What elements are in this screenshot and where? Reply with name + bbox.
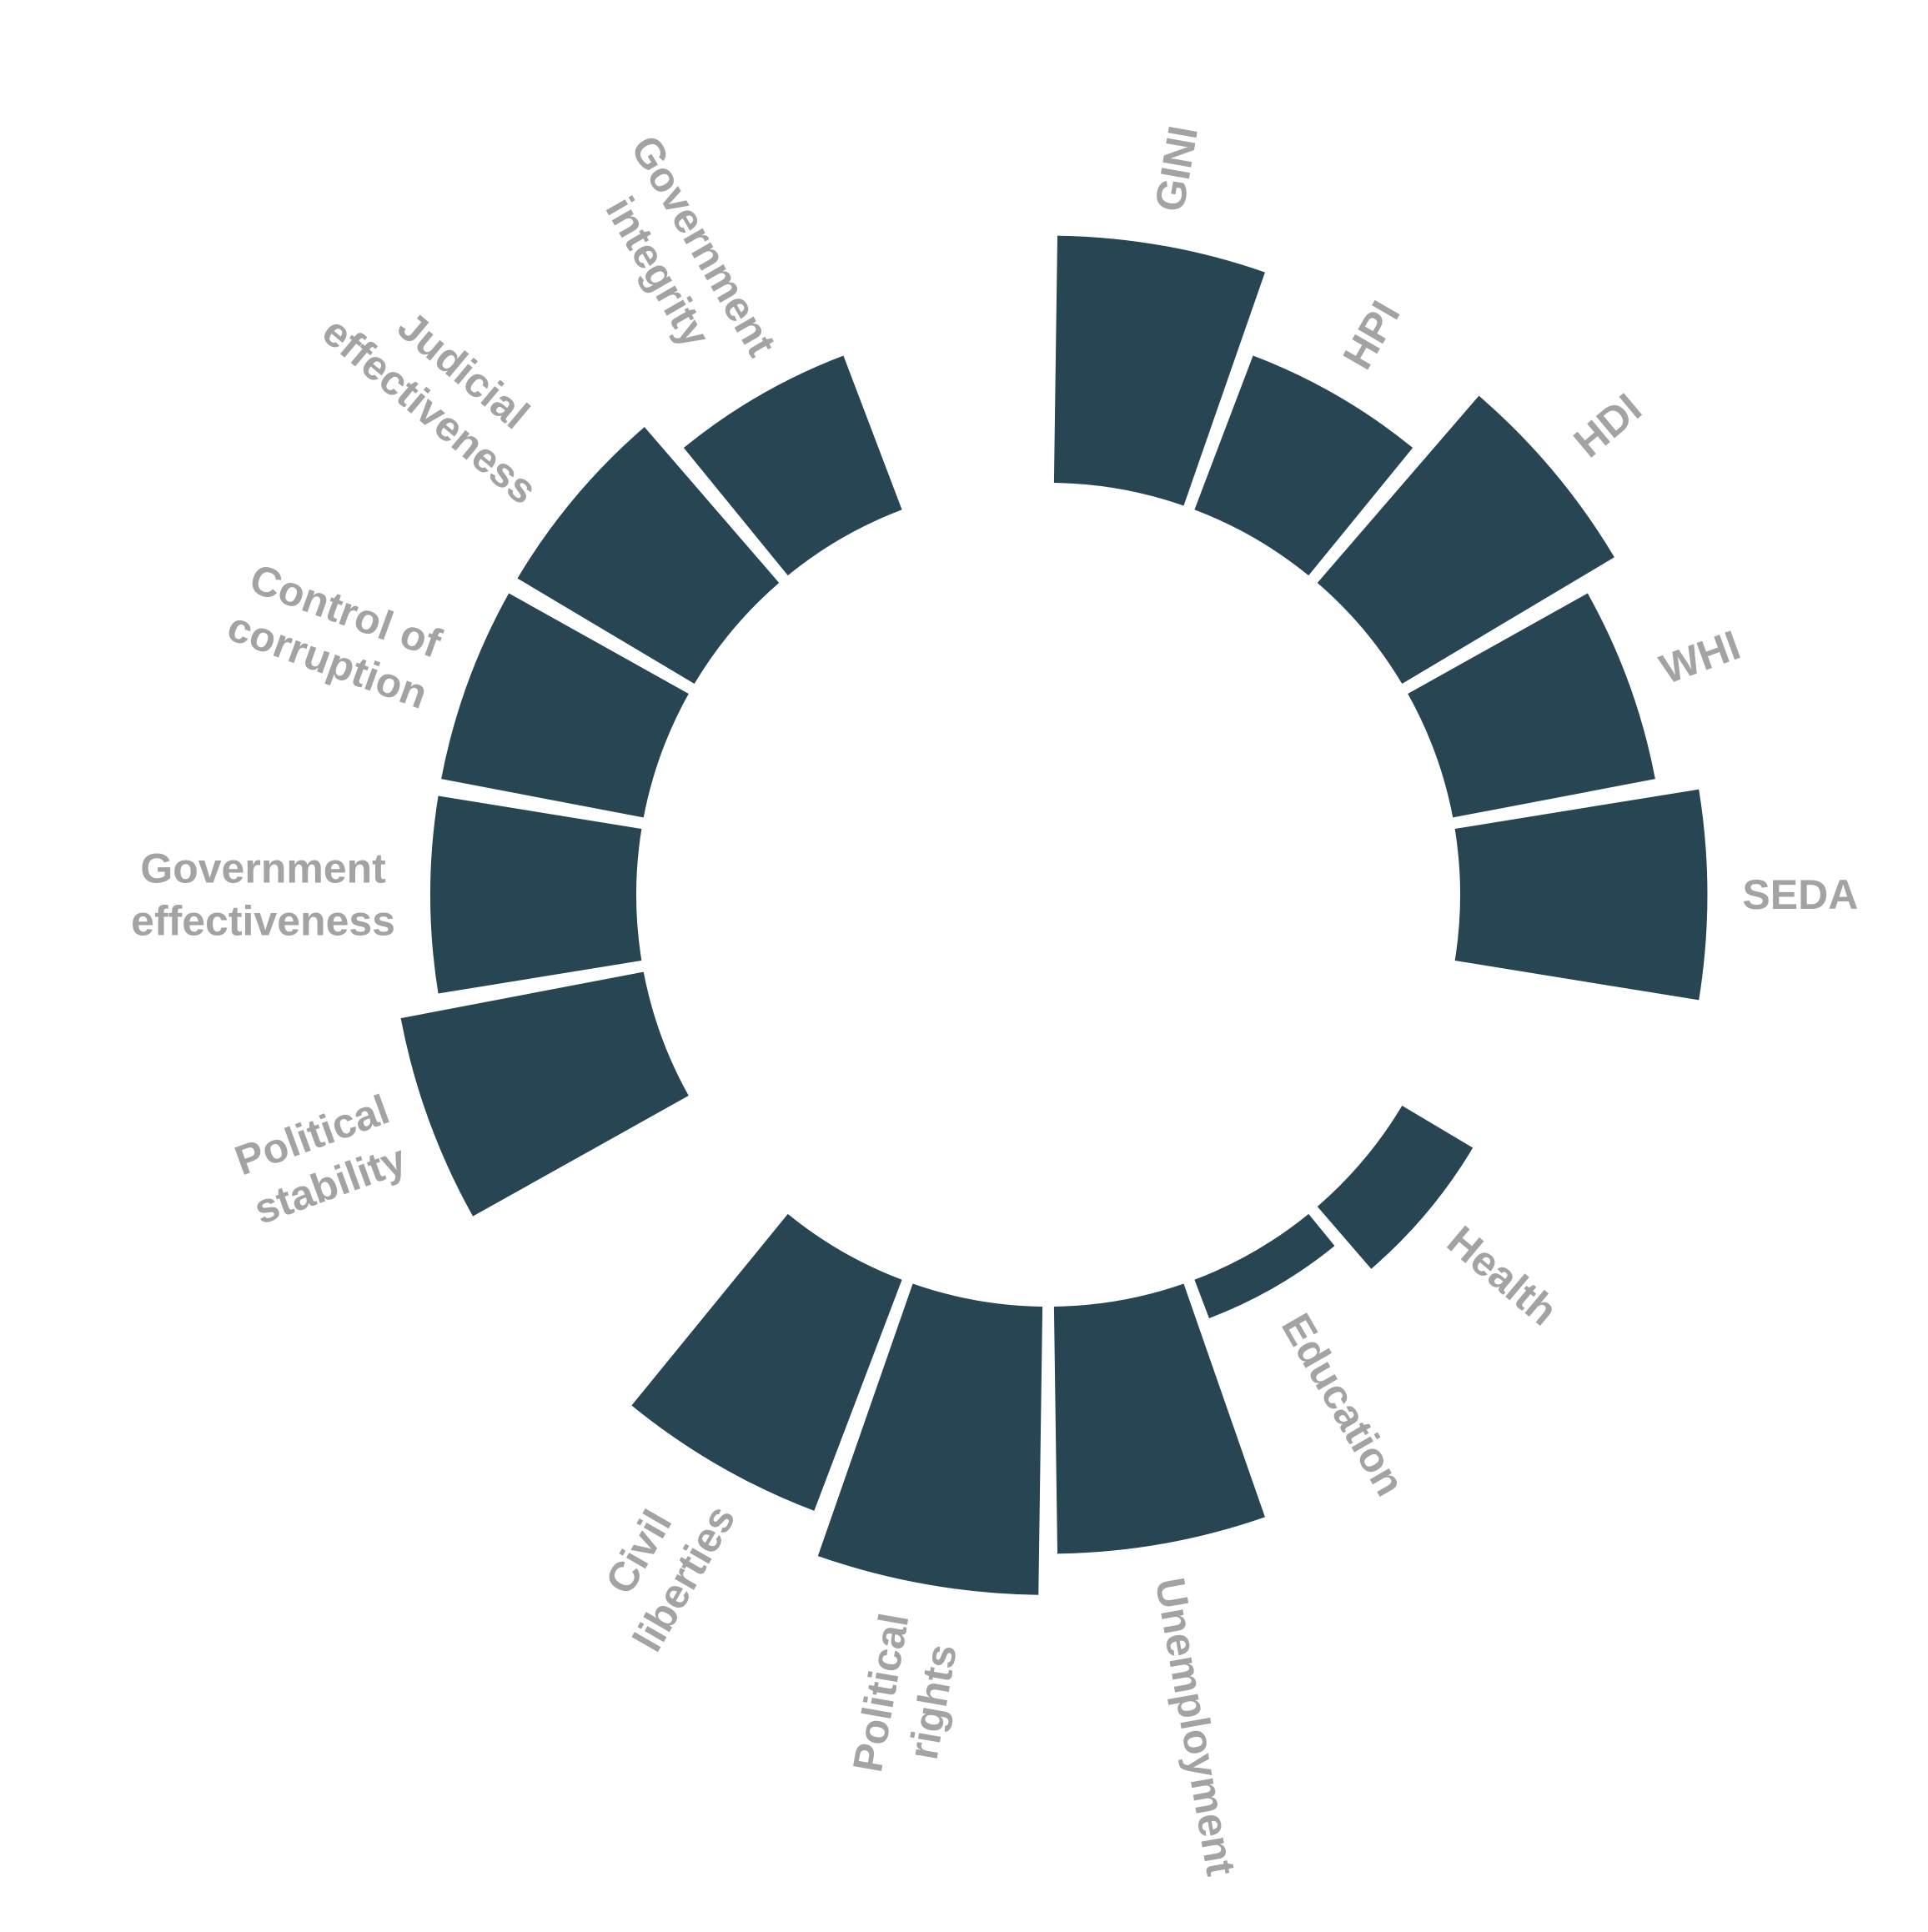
bar (1053, 235, 1265, 506)
bar (1454, 789, 1708, 1001)
bar (631, 1213, 902, 1511)
bar (400, 971, 689, 1217)
bar (1317, 1105, 1474, 1269)
bar (683, 355, 902, 576)
bar (441, 593, 689, 818)
bar (1408, 593, 1655, 818)
category-label: SEDA (1742, 871, 1859, 918)
bar (1194, 355, 1413, 576)
bar (1317, 395, 1614, 685)
bar (1053, 1283, 1265, 1554)
category-label: Government effectiveness (131, 845, 395, 945)
bar (1194, 1213, 1335, 1318)
bar (817, 1283, 1043, 1595)
bar (517, 427, 780, 685)
bar (430, 795, 642, 994)
